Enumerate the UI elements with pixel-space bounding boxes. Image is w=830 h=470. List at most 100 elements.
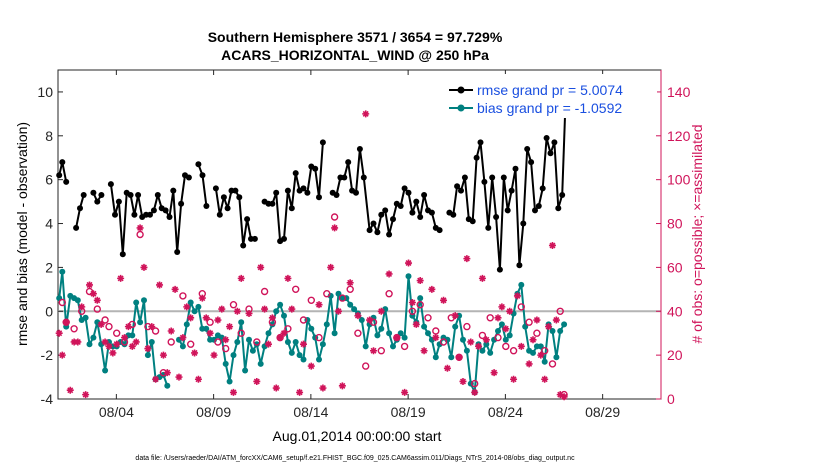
bias-point: [226, 378, 233, 385]
bias-point: [273, 308, 280, 315]
rmse-point: [112, 211, 118, 218]
obs-possible-point: [362, 362, 370, 370]
legend-label-bias: bias grand pr = -1.0592: [477, 100, 622, 116]
x-tick-label: 08/24: [488, 404, 523, 420]
obs-assimilated-point: [545, 323, 553, 331]
bias-point: [362, 343, 369, 350]
series-rmse: [56, 82, 570, 273]
obs-assimilated-point: [257, 263, 265, 271]
obs-possible-point: [478, 331, 487, 340]
x-axis-label: Aug.01,2014 00:00:00 start: [273, 428, 442, 444]
bias-point: [561, 321, 568, 328]
obs-assimilated-point: [502, 325, 510, 333]
obs-possible-point: [167, 338, 175, 346]
bias-point: [397, 330, 404, 337]
obs-assimilated-point: [194, 375, 202, 383]
obs-possible-point: [112, 329, 121, 337]
bias-point: [335, 290, 342, 297]
obs-assimilated-point: [171, 285, 179, 293]
rmse-point: [224, 205, 231, 212]
obs-possible-point: [105, 322, 113, 331]
bias-point: [183, 321, 190, 328]
obs-assimilated-point: [463, 255, 471, 263]
rmse-point: [236, 194, 243, 201]
obs-assimilated-point: [529, 336, 537, 344]
x-tick-label: 08/14: [293, 404, 328, 420]
y-axis-right: 0 20 40 60 80 100 120 140: [656, 70, 691, 407]
obs-assimilated-point: [319, 384, 327, 392]
obs-assimilated-point: [537, 351, 545, 359]
rmse-point: [454, 183, 461, 190]
obs-assimilated-point: [513, 292, 521, 300]
x-tick-label: 08/29: [585, 404, 620, 420]
rmse-point: [390, 216, 396, 223]
obs-possible-point: [101, 316, 109, 324]
y-right-tick-label: 80: [667, 216, 683, 232]
bias-point: [479, 347, 486, 354]
bias-point: [82, 314, 89, 321]
obs-assimilated-point: [156, 281, 164, 289]
obs-assimilated-point: [179, 334, 187, 342]
obs-assimilated-point: [233, 307, 241, 315]
rmse-point: [450, 211, 457, 218]
obs-assimilated-point: [288, 305, 296, 313]
bias-point: [238, 319, 245, 326]
y-left-tick-label: -2: [41, 347, 54, 363]
rmse-point: [539, 185, 546, 192]
rmse-point: [312, 165, 319, 172]
obs-assimilated-point: [548, 241, 556, 249]
rmse-point: [356, 146, 363, 152]
rmse-point: [220, 194, 227, 201]
rmse-point: [195, 161, 202, 168]
legend-marker-rmse: [457, 86, 465, 94]
rmse-point: [512, 165, 519, 172]
rmse-point: [409, 209, 416, 216]
obs-assimilated-point: [412, 320, 420, 328]
obs-assimilated-point: [222, 336, 230, 344]
obs-possible-point: [408, 307, 417, 315]
rmse-point: [63, 178, 70, 185]
rmse-point: [428, 209, 435, 216]
rmse-point: [555, 205, 562, 212]
obs-assimilated-point: [560, 393, 568, 401]
obs-possible-point: [229, 301, 238, 309]
obs-assimilated-point: [229, 388, 237, 396]
obs-assimilated-point: [478, 274, 486, 282]
rmse-point: [59, 159, 66, 166]
bias-point: [288, 349, 295, 356]
rmse-point: [374, 229, 381, 236]
obs-assimilated-point: [362, 110, 370, 118]
y-right-tick-label: 120: [667, 128, 691, 144]
obs-assimilated-point: [385, 270, 393, 278]
rmse-point: [319, 139, 326, 146]
obs-assimilated-point: [66, 386, 74, 394]
obs-assimilated-point: [307, 362, 315, 370]
y-left-tick-label: 10: [37, 84, 53, 100]
bias-point: [452, 323, 459, 330]
obs-possible-point: [525, 318, 533, 326]
rmse-point: [94, 198, 101, 205]
y-right-tick-label: 140: [667, 84, 691, 100]
bias-point: [148, 339, 155, 345]
rmse-point: [436, 227, 443, 234]
obs-assimilated-point: [443, 364, 451, 372]
obs-possible-point: [517, 303, 525, 311]
bias-point: [421, 323, 428, 330]
bias-point: [483, 341, 490, 348]
rmse-point: [107, 181, 114, 188]
rmse-point: [292, 170, 299, 177]
rmse-point: [77, 205, 83, 212]
rmse-point: [73, 224, 80, 231]
obs-possible-point: [486, 314, 494, 322]
obs-assimilated-point: [366, 316, 374, 324]
bias-point: [347, 301, 354, 308]
bias-point: [234, 339, 241, 345]
obs-assimilated-point: [440, 296, 448, 304]
y-left-tick-label: 0: [45, 303, 53, 319]
bias-point: [292, 339, 299, 345]
y-right-tick-label: 20: [667, 347, 683, 363]
bias-point: [506, 332, 513, 339]
obs-assimilated-point: [218, 305, 226, 313]
obs-assimilated-point: [284, 274, 292, 282]
bias-point: [351, 306, 358, 313]
